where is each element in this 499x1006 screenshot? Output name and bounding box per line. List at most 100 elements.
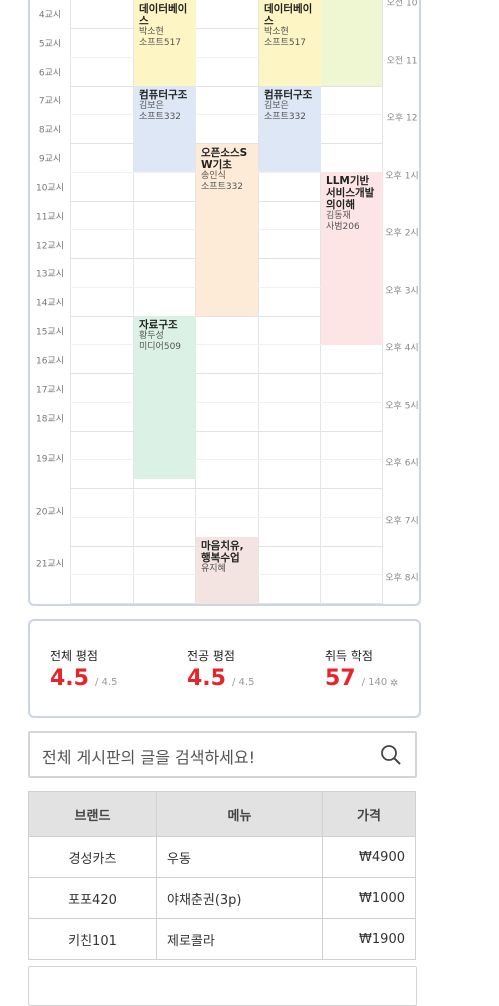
gpa-row: 57 / 140 [325, 666, 387, 691]
header-cell: 메뉴 [157, 792, 323, 837]
event-professor: 송인식 [201, 171, 253, 182]
period-label: 8교시 [30, 123, 70, 136]
event-title: 컴퓨터구조 [139, 89, 191, 101]
hour-label: 오후 7시 [382, 513, 421, 526]
table-cell: ₩1900 [323, 919, 416, 960]
gpa-row: 4.5 / 4.5 [187, 666, 254, 691]
period-label: 10교시 [30, 181, 70, 194]
gpa-value: 4.5 [50, 666, 89, 691]
search-icon[interactable] [380, 744, 402, 766]
hour-label: 오후 8시 [382, 571, 421, 584]
event-professor: 황두성 [139, 331, 191, 342]
hour-label: 오후 12 [382, 111, 421, 124]
grid-hline [70, 488, 382, 489]
event-title: 데이터베이스 [139, 3, 191, 27]
header-cell: 브랜드 [29, 792, 157, 837]
period-label: 5교시 [30, 37, 70, 50]
hour-label: 오후 5시 [382, 398, 421, 411]
period-label: 20교시 [30, 505, 70, 518]
event-title: LLM기반서비스개발의이해 [326, 175, 378, 211]
hour-label: 오후 4시 [382, 341, 421, 354]
event-title: 컴퓨터구조 [264, 89, 316, 101]
settings-icon: ✲ [390, 678, 398, 689]
event-room: 소프트517 [264, 38, 316, 49]
table-cell: 경성카츠 [29, 837, 157, 878]
period-label: 9교시 [30, 152, 70, 165]
period-label: 14교시 [30, 296, 70, 309]
event-title: 데이터베이스 [264, 3, 316, 27]
event-room: 미디어509 [139, 342, 191, 353]
gpa-label: 전체 평점 [50, 647, 98, 664]
table-cell: 우동 [157, 837, 323, 878]
gpa-card: 전체 평점 4.5 / 4.5 전공 평점 4.5 / 4.5 취득 학점 57 / 140✲ [28, 619, 421, 718]
grid-hline [70, 373, 382, 374]
period-label: 19교시 [30, 452, 70, 465]
period-label: 7교시 [30, 94, 70, 107]
grid-hline [70, 114, 382, 115]
table-cell: 제로콜라 [157, 919, 323, 960]
event-title: 마음치유, 행복수업 [201, 540, 253, 564]
gpa-row: 4.5 / 4.5 [50, 666, 117, 691]
hour-label: 오전 10 [382, 0, 421, 9]
event-professor: 김동재 [326, 211, 378, 222]
grid-hline [70, 402, 382, 403]
hour-label: 오후 2시 [382, 226, 421, 239]
period-label: 13교시 [30, 267, 70, 280]
hour-label: 오후 3시 [382, 283, 421, 296]
gpa-max: / 140 [362, 677, 388, 688]
gpa-value: 4.5 [187, 666, 226, 691]
gpa-max: / 4.5 [232, 677, 254, 688]
period-label: 12교시 [30, 239, 70, 252]
gpa-max: / 4.5 [95, 677, 117, 688]
gpa-label: 전공 평점 [187, 647, 235, 664]
event-block [321, 0, 382, 86]
event-professor: 박소현 [139, 27, 191, 38]
table-cell: ₩1000 [323, 878, 416, 919]
grid-hline [70, 459, 382, 460]
event-room: 사범206 [326, 222, 378, 233]
event-room: 소프트332 [201, 182, 253, 193]
header-cell: 가격 [323, 792, 416, 837]
gpa-value: 57 [325, 666, 356, 691]
search-placeholder: 전체 게시판의 글을 검색하세요! [42, 744, 255, 768]
gpa-label: 취득 학점 [325, 647, 373, 664]
period-label: 11교시 [30, 210, 70, 223]
next-box [28, 966, 417, 1006]
event-room: 소프트332 [139, 112, 191, 123]
search-box[interactable]: 전체 게시판의 글을 검색하세요! [28, 731, 417, 778]
event-professor: 유지혜 [201, 564, 253, 575]
event-room: 소프트332 [264, 112, 316, 123]
period-label: 21교시 [30, 557, 70, 570]
page: 4교시 5교시 6교시 7교시 8교시 9교시 10교시 11교시 12교시 13교시 14교시 15… [0, 0, 499, 983]
period-label: 18교시 [30, 412, 70, 425]
period-label: 16교시 [30, 354, 70, 367]
period-label: 17교시 [30, 383, 70, 396]
event-title: 오픈소스SW기초 [201, 147, 253, 171]
period-label: 15교시 [30, 325, 70, 338]
hour-label: 오후 1시 [382, 168, 421, 181]
grid-vline [70, 0, 71, 604]
table-cell: 포포420 [29, 878, 157, 919]
table-cell: 야채춘권(3p) [157, 878, 323, 919]
period-label: 6교시 [30, 66, 70, 79]
event-professor: 김보은 [139, 101, 191, 112]
event-title: 자료구조 [139, 319, 191, 331]
table-cell: 키친101 [29, 919, 157, 960]
grid-hline [70, 517, 382, 518]
hour-label: 오후 6시 [382, 456, 421, 469]
period-label: 4교시 [30, 8, 70, 21]
grid-hline [70, 431, 382, 432]
table-cell: ₩4900 [323, 837, 416, 878]
event-professor: 박소현 [264, 27, 316, 38]
